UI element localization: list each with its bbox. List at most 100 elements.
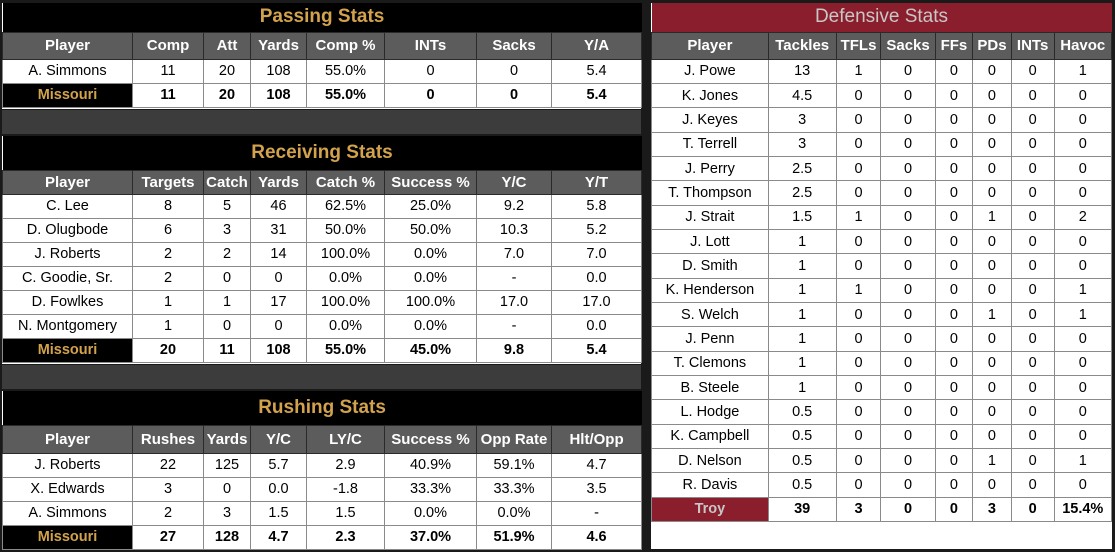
column-header-ints: INTs	[1010, 31, 1055, 60]
team-total-row: Missouri 27 128 4.7 2.3 37.0% 51.9% 4.6	[2, 524, 643, 550]
stat-cell: 0	[934, 228, 974, 255]
stat-cell: 1	[767, 277, 837, 303]
stat-cell: 0.0%	[476, 500, 552, 526]
column-header-pds: PDs	[972, 31, 1012, 60]
stat-cell: 0	[972, 82, 1012, 109]
stat-cell: 0	[880, 180, 936, 206]
stat-cell: 0	[250, 313, 307, 339]
stat-cell: 0	[934, 374, 974, 401]
stat-cell: 0	[835, 374, 882, 401]
stat-cell: 100.0%	[306, 241, 385, 267]
stat-cell: 0	[934, 131, 974, 157]
stat-cell: 62.5%	[306, 193, 385, 219]
stat-cell: 0	[880, 447, 936, 474]
stat-cell: 0	[934, 180, 974, 206]
column-header-ints: INTs	[384, 31, 477, 60]
stat-cell: 1	[132, 289, 204, 315]
total-stat-cell: 3	[835, 496, 882, 523]
stat-cell: 2.9	[306, 452, 385, 478]
player-name: J. Roberts	[2, 241, 133, 267]
stat-cell: 1	[1053, 447, 1112, 474]
column-header-havoc: Havoc	[1053, 31, 1112, 60]
player-name: C. Lee	[2, 193, 133, 219]
stat-cell: 0	[835, 399, 882, 425]
stat-cell: 0	[880, 301, 936, 328]
team-name: Missouri	[2, 82, 133, 108]
rushing-stats-panel: Rushing Stats Player Rushes Yards Y/C LY/C Suc…	[2, 391, 643, 550]
stat-cell: 0.5	[767, 447, 837, 474]
player-name: X. Edwards	[2, 476, 133, 502]
player-name: T. Terrell	[651, 131, 769, 157]
stat-cell: 0	[880, 204, 936, 230]
stat-cell: 5.4	[550, 58, 643, 84]
stat-cell: 0	[880, 472, 936, 498]
receiving-title: Receiving Stats	[2, 136, 642, 170]
passing-header-row: Player Comp Att Yards Comp % INTs Sacks Y/A	[2, 31, 643, 60]
stat-cell: 0	[1053, 155, 1112, 182]
stat-cell: -	[476, 313, 552, 339]
column-header-y-a: Y/A	[550, 31, 643, 60]
table-row: R. Davis 0.5 0 0 0 0 0 0	[651, 472, 1112, 498]
defensive-header-row: Player Tackles TFLs Sacks FFs PDs INTs Havoc	[651, 31, 1112, 60]
stat-cell: 0	[880, 253, 936, 279]
stat-cell: 0	[835, 131, 882, 157]
defensive-stats-panel: Defensive Stats Player Tackles TFLs Sacks FFs…	[651, 3, 1112, 549]
stat-cell: 0	[835, 326, 882, 352]
stat-cell: 4.5	[767, 82, 837, 109]
stat-cell: 1	[972, 447, 1012, 474]
receiving-stats-panel: Receiving Stats Player Targets Catch Yards Ca…	[2, 136, 642, 364]
stat-cell: 1	[972, 301, 1012, 328]
total-stat-cell: 108	[250, 82, 307, 108]
stat-cell: 0	[972, 374, 1012, 401]
player-name: T. Thompson	[651, 180, 769, 206]
stat-cell: 1	[835, 58, 882, 84]
stat-cell: 0	[880, 131, 936, 157]
stat-cell: 3	[767, 107, 837, 133]
stat-cell: 5.8	[551, 193, 642, 219]
stat-cell: 2.5	[767, 180, 837, 206]
player-name: D. Nelson	[651, 447, 769, 474]
section-divider	[2, 365, 641, 389]
stat-cell: 0	[880, 82, 936, 109]
stat-cell: 3.5	[550, 476, 643, 502]
stat-cell: 5.7	[250, 452, 307, 478]
stat-cell: 0	[1010, 277, 1055, 303]
total-stat-cell: 5.4	[551, 337, 642, 363]
stat-cell: 0	[1010, 301, 1055, 328]
stat-cell: 0	[835, 301, 882, 328]
total-stat-cell: 20	[203, 82, 251, 108]
stat-cell: 0	[1010, 58, 1055, 84]
stat-cell: 0	[934, 107, 974, 133]
player-name: A. Simmons	[2, 500, 133, 526]
stat-cell: 0	[1010, 82, 1055, 109]
stat-cell: 20	[203, 58, 251, 84]
stat-cell: 0	[972, 228, 1012, 255]
stat-cell: 7.0	[476, 241, 552, 267]
stat-cell: 55.0%	[306, 58, 385, 84]
stat-cell: 0	[1010, 180, 1055, 206]
stat-cell: 0	[880, 326, 936, 352]
column-header-yards: Yards	[203, 424, 251, 454]
stat-cell: 10.3	[476, 217, 552, 243]
stat-cell: 0	[934, 447, 974, 474]
table-row: K. Campbell 0.5 0 0 0 0 0 0	[651, 423, 1112, 450]
column-header-player: Player	[2, 169, 133, 195]
column-header-catch: Catch	[203, 169, 251, 195]
column-header-comp: Comp %	[306, 31, 385, 60]
stat-cell: 0	[1010, 228, 1055, 255]
team-name: Missouri	[2, 337, 133, 363]
total-stat-cell: 37.0%	[384, 524, 477, 550]
player-name: D. Fowlkes	[2, 289, 133, 315]
stat-cell: 0	[934, 423, 974, 450]
stat-cell: 1	[1053, 58, 1112, 84]
player-name: J. Keyes	[651, 107, 769, 133]
stat-cell: 0	[972, 180, 1012, 206]
stat-cell: 0	[835, 350, 882, 376]
stat-cell: 25.0%	[384, 193, 477, 219]
player-name: K. Campbell	[651, 423, 769, 450]
stat-cell: 2	[132, 500, 204, 526]
total-stat-cell: 0	[880, 496, 936, 523]
table-row: L. Hodge 0.5 0 0 0 0 0 0	[651, 399, 1112, 425]
stat-cell: 31	[250, 217, 307, 243]
stat-cell: 0	[972, 131, 1012, 157]
